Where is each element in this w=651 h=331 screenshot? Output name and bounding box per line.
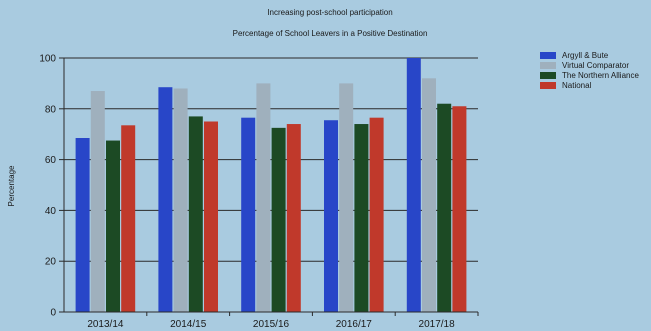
bar — [422, 78, 436, 312]
y-tick-label: 40 — [45, 206, 57, 217]
legend-label: Virtual Comparator — [562, 61, 629, 70]
chart-subtitle: Percentage of School Leavers in a Positi… — [233, 29, 428, 38]
bar — [188, 116, 203, 312]
y-tick-label: 100 — [39, 54, 56, 65]
bar — [241, 117, 256, 312]
bar — [75, 138, 90, 312]
bar — [286, 124, 301, 312]
y-tick-label: 60 — [45, 155, 57, 166]
x-tick-label: 2014/15 — [170, 319, 207, 330]
bar — [173, 88, 188, 312]
chart-title: Increasing post-school participation — [267, 8, 392, 17]
legend-swatch — [540, 72, 556, 79]
legend-swatch — [540, 52, 556, 59]
bar — [354, 124, 369, 312]
bar — [271, 127, 286, 312]
x-tick-label: 2015/16 — [253, 319, 290, 330]
bar — [90, 91, 105, 313]
x-tick-label: 2013/14 — [87, 319, 124, 330]
bars — [75, 58, 467, 313]
bar — [121, 125, 136, 312]
legend-swatch — [540, 82, 556, 89]
bar — [369, 117, 384, 312]
bar — [158, 87, 173, 313]
axes: 0 20 40 60 80 100 2013/14 2014/15 2015/16 2016/17… — [39, 54, 479, 330]
bar — [256, 83, 271, 313]
bar — [452, 106, 467, 312]
legend-label: National — [562, 81, 592, 90]
bar — [406, 58, 421, 312]
y-tick-label: 80 — [45, 104, 57, 115]
bar — [339, 83, 354, 313]
bar — [324, 120, 338, 312]
bar — [437, 103, 452, 312]
y-tick-label: 0 — [50, 308, 56, 319]
legend-swatch — [540, 62, 556, 69]
legend-label: Argyll & Bute — [562, 51, 609, 60]
x-tick-label: 2016/17 — [336, 319, 373, 330]
legend-label: The Northern Alliance — [562, 71, 639, 80]
bar — [106, 140, 120, 312]
x-tick-label: 2017/18 — [419, 319, 456, 330]
y-tick-label: 20 — [45, 257, 57, 268]
y-axis-label: Percentage — [7, 165, 16, 206]
bar — [204, 121, 218, 312]
